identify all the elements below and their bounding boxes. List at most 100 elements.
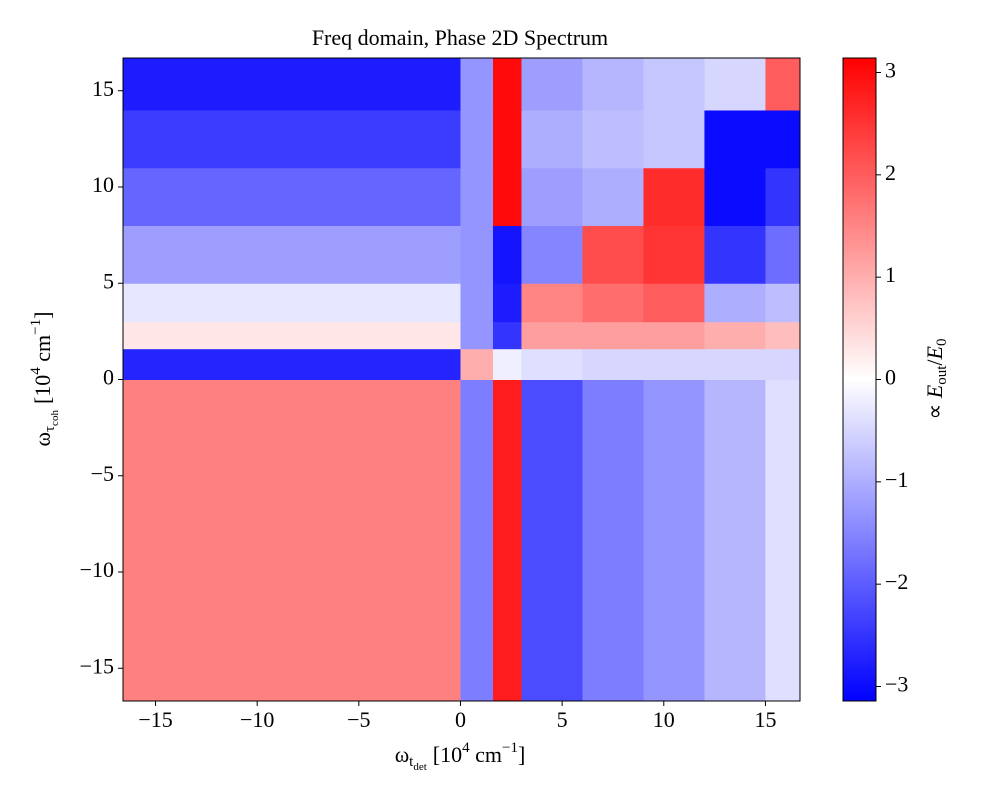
heatmap-cell: [704, 167, 766, 226]
heatmap-cell: [123, 321, 461, 350]
heatmap-cell: [704, 109, 766, 169]
y-tick-label: 15: [92, 76, 114, 101]
colorbar-label-part: out: [934, 365, 950, 385]
heatmap-cell: [123, 283, 461, 323]
heatmap-cell: [123, 348, 461, 380]
colorbar-tick-label: 0: [885, 365, 896, 390]
heatmap-cell: [765, 348, 801, 380]
heatmap-cell: [765, 321, 801, 350]
heatmap-cell: [460, 283, 494, 323]
heatmap-cell: [493, 283, 522, 323]
heatmap-cell: [493, 109, 522, 169]
heatmap-cell: [582, 283, 644, 323]
y-tick-label: 5: [103, 268, 114, 293]
x-axis-label-part: 4: [462, 740, 470, 756]
chart-title: Freq domain, Phase 2D Spectrum: [312, 25, 608, 50]
heatmap-cell: [643, 321, 705, 350]
heatmap-cell: [493, 321, 522, 350]
heatmap-cell: [460, 379, 494, 702]
heatmap-cell: [123, 379, 461, 702]
colorbar-tick-label: 3: [885, 58, 896, 83]
heatmap-cell: [582, 58, 644, 111]
heatmap-cell: [643, 167, 705, 226]
colorbar-label-part: 0: [934, 339, 950, 347]
heatmap: [123, 58, 801, 702]
heatmap-cell: [704, 283, 766, 323]
y-tick-label: −5: [91, 461, 114, 486]
heatmap-cell: [643, 283, 705, 323]
y-axis-label-part: ω: [30, 432, 55, 446]
y-tick-label: −15: [80, 653, 114, 678]
x-axis-label: ωtdet [104 cm−1]: [395, 740, 526, 772]
heatmap-cell: [460, 167, 494, 226]
heatmap-cell: [643, 348, 705, 380]
heatmap-cell: [765, 225, 801, 284]
colorbar-tick-label: 2: [885, 160, 896, 185]
colorbar-label-part: /: [922, 359, 947, 366]
heatmap-cell: [704, 225, 766, 284]
heatmap-cell: [643, 225, 705, 284]
x-tick-label: 0: [455, 707, 466, 732]
heatmap-cell: [493, 167, 522, 226]
heatmap-cell: [123, 58, 461, 111]
colorbar-label: ∝ Eout/E0: [922, 339, 950, 420]
colorbar-label-part: E: [922, 384, 947, 399]
heatmap-cell: [765, 379, 801, 702]
colorbar-label-part: E: [922, 345, 947, 360]
heatmap-cell: [493, 58, 522, 111]
x-tick-label: −5: [347, 707, 370, 732]
y-axis-label-part: cm: [30, 335, 55, 367]
colorbar-label-part: ∝: [922, 398, 947, 419]
y-axis-label-part: coh: [49, 410, 61, 426]
heatmap-cell: [765, 109, 801, 169]
heatmap-cell: [123, 167, 461, 226]
colorbar-tick-label: −2: [885, 569, 908, 594]
colorbar-tick-label: −3: [885, 672, 908, 697]
heatmap-cell: [460, 109, 494, 169]
y-axis-label-part: ]: [30, 312, 55, 319]
y-tick-label: 0: [103, 365, 114, 390]
heatmap-cell: [521, 58, 583, 111]
x-axis-label-part: t: [409, 754, 414, 770]
y-axis-label: ωτcoh [104 cm−1]: [28, 312, 60, 447]
heatmap-cell: [582, 225, 644, 284]
heatmap-cell: [460, 321, 494, 350]
heatmap-cell: [582, 348, 644, 380]
heatmap-cell: [582, 379, 644, 702]
heatmap-cell: [704, 58, 766, 111]
heatmap-cell: [582, 321, 644, 350]
heatmap-cell: [704, 348, 766, 380]
heatmap-cell: [704, 379, 766, 702]
x-tick-label: 15: [754, 707, 776, 732]
heatmap-cell: [643, 109, 705, 169]
x-axis-label-part: [10: [433, 742, 462, 767]
heatmap-cell: [123, 109, 461, 169]
heatmap-cell: [521, 225, 583, 284]
x-axis-label-part: ω: [395, 742, 409, 767]
heatmap-cell: [460, 348, 494, 380]
heatmap-cell: [643, 379, 705, 702]
colorbar: [842, 57, 877, 702]
y-tick-label: 10: [92, 172, 114, 197]
x-axis-label-part: det: [413, 761, 426, 773]
x-tick-label: 10: [653, 707, 675, 732]
x-tick-label: −15: [138, 707, 172, 732]
heatmap-cell: [521, 167, 583, 226]
heatmap-cell: [521, 348, 583, 380]
x-axis-label-part: −1: [502, 740, 518, 756]
heatmap-cell: [460, 58, 494, 111]
heatmap-cell: [704, 321, 766, 350]
x-tick-label: 5: [557, 707, 568, 732]
y-axis-label-part: τ: [42, 426, 58, 432]
y-axis-label-part: [10: [30, 375, 55, 404]
x-axis-label-part: cm: [470, 742, 502, 767]
heatmap-cell: [643, 58, 705, 111]
x-tick-label: −10: [240, 707, 274, 732]
heatmap-cell: [582, 167, 644, 226]
heatmap-cell: [521, 379, 583, 702]
heatmap-cell: [582, 109, 644, 169]
y-tick-label: −10: [80, 557, 114, 582]
colorbar-tick-label: −1: [885, 467, 908, 492]
heatmap-cell: [460, 225, 494, 284]
